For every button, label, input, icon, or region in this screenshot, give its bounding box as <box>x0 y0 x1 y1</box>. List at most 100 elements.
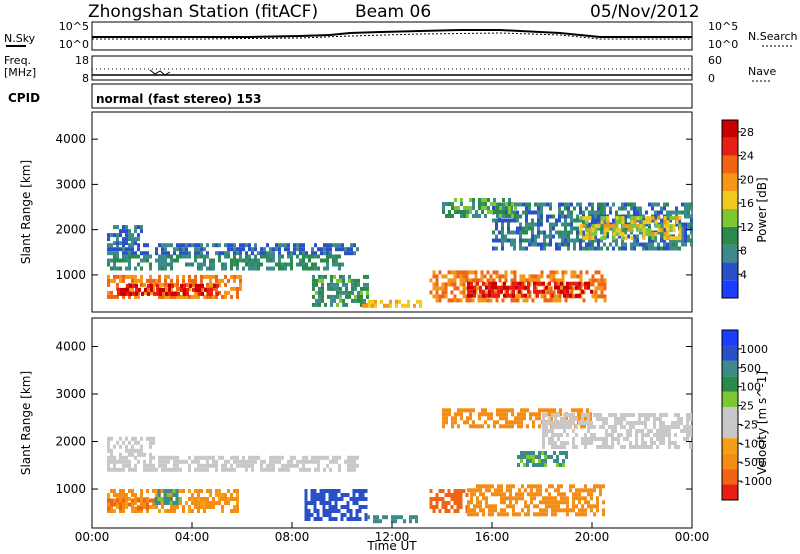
range-gate-cell <box>528 226 531 231</box>
range-gate-cell <box>484 206 487 210</box>
range-gate-cell <box>113 254 116 259</box>
range-gate-cell <box>366 286 369 291</box>
range-gate-cell <box>597 282 601 287</box>
range-gate-cell <box>677 417 680 421</box>
range-gate-cell <box>503 293 506 298</box>
range-gate-cell <box>314 262 317 267</box>
cpid-mode: normal (fast stereo) 153 <box>96 92 262 106</box>
range-gate-cell <box>248 243 251 248</box>
range-gate-cell <box>469 198 472 202</box>
range-gate-cell <box>459 501 463 505</box>
range-gate-cell <box>651 238 654 243</box>
range-gate-cell <box>272 247 275 252</box>
range-gate-cell <box>534 234 537 239</box>
range-gate-cell <box>131 436 134 441</box>
range-gate-cell <box>462 282 466 287</box>
range-gate-cell <box>514 214 517 218</box>
range-gate-cell <box>552 274 556 279</box>
range-gate-cell <box>173 294 176 299</box>
range-gate-cell <box>194 501 197 505</box>
range-gate-cell <box>360 294 363 299</box>
range-gate-cell <box>594 214 597 219</box>
range-gate-cell <box>296 243 299 248</box>
range-gate-cell <box>308 459 311 464</box>
range-gate-cell <box>266 254 269 259</box>
range-gate-cell <box>647 417 650 421</box>
range-gate-cell <box>506 504 509 509</box>
range-gate-cell <box>233 286 236 291</box>
range-gate-cell <box>549 202 552 207</box>
range-gate-cell <box>140 502 143 507</box>
range-gate-cell <box>304 513 308 517</box>
range-gate-cell <box>432 270 436 275</box>
range-gate-cell <box>657 202 660 207</box>
range-gate-cell <box>245 243 248 248</box>
range-gate-cell <box>687 234 690 239</box>
range-gate-cell <box>681 242 684 247</box>
range-gate-cell <box>498 274 502 279</box>
y-tick-label: 1000 <box>55 268 86 282</box>
range-gate-cell <box>494 488 497 493</box>
range-gate-cell <box>585 216 589 221</box>
range-gate-cell <box>548 421 551 425</box>
range-gate-cell <box>579 246 582 251</box>
velocity-colorbar-tick-label: 500 <box>740 362 761 375</box>
range-gate-cell <box>660 206 663 211</box>
range-gate-cell <box>484 408 487 413</box>
range-gate-cell <box>311 247 314 252</box>
range-gate-cell <box>215 251 218 256</box>
range-gate-cell <box>248 463 251 468</box>
range-gate-cell <box>176 243 179 248</box>
range-gate-cell <box>342 290 345 295</box>
range-gate-cell <box>534 202 537 207</box>
range-gate-cell <box>197 505 200 509</box>
range-gate-cell <box>149 459 152 464</box>
range-gate-cell <box>563 445 566 449</box>
range-gate-cell <box>457 210 460 214</box>
range-gate-cell <box>566 441 569 445</box>
range-gate-cell <box>296 459 299 464</box>
range-gate-cell <box>140 225 143 230</box>
range-gate-cell <box>470 285 473 290</box>
range-gate-cell <box>419 299 422 304</box>
range-gate-cell <box>137 243 140 248</box>
range-gate-cell <box>158 282 161 287</box>
range-gate-cell <box>227 243 230 248</box>
x-axis-label: Time UT <box>366 539 417 553</box>
range-gate-cell <box>116 251 119 256</box>
range-gate-cell <box>110 489 113 493</box>
range-gate-cell <box>201 291 204 296</box>
range-gate-cell <box>522 246 525 251</box>
range-gate-cell <box>572 421 575 425</box>
range-gate-cell <box>678 246 681 251</box>
range-gate-cell <box>191 501 194 505</box>
range-gate-cell <box>593 512 596 517</box>
range-gate-cell <box>163 493 167 497</box>
range-gate-cell <box>477 294 481 299</box>
range-gate-cell <box>182 247 185 252</box>
range-gate-cell <box>131 505 134 509</box>
range-gate-cell <box>438 497 442 501</box>
range-gate-cell <box>203 262 206 267</box>
range-gate-cell <box>203 463 206 468</box>
range-gate-cell <box>648 232 652 237</box>
range-gate-cell <box>356 247 359 252</box>
range-gate-cell <box>143 282 146 287</box>
range-gate-cell <box>473 289 476 294</box>
range-gate-cell <box>603 282 607 287</box>
range-gate-cell <box>167 509 170 513</box>
range-gate-cell <box>594 234 597 239</box>
range-gate-cell <box>563 500 566 505</box>
range-gate-cell <box>210 291 213 296</box>
range-gate-cell <box>161 501 164 505</box>
range-gate-cell <box>603 236 607 241</box>
range-gate-cell <box>150 287 153 292</box>
range-gate-cell <box>618 234 621 239</box>
range-gate-cell <box>644 417 647 421</box>
range-gate-cell <box>525 218 528 223</box>
range-gate-cell <box>191 282 194 287</box>
range-gate-cell <box>326 266 329 271</box>
x-tick-label: 04:00 <box>175 530 210 544</box>
range-gate-cell <box>545 488 548 493</box>
range-gate-cell <box>140 444 143 449</box>
